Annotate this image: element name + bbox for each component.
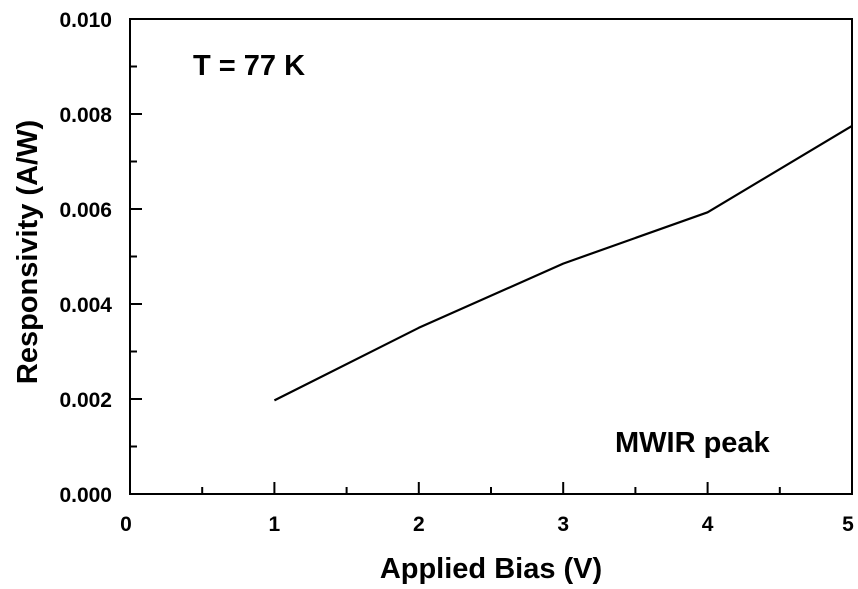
y-axis-title: Responsivity (A/W) xyxy=(12,120,44,384)
x-axis-tick-labels: 0 1 2 3 4 5 xyxy=(120,513,854,536)
annotation-mwir-peak: MWIR peak xyxy=(615,427,771,459)
y-axis-ticks xyxy=(130,18,142,495)
x-axis-title: Applied Bias (V) xyxy=(380,553,602,585)
y-tick-label: 0.002 xyxy=(59,389,112,412)
x-axis-ticks xyxy=(129,482,853,494)
plot-frame xyxy=(129,18,853,495)
series-line xyxy=(273,124,853,402)
y-tick-label: 0.000 xyxy=(59,484,112,507)
series-layer xyxy=(273,124,853,402)
x-tick-label: 2 xyxy=(413,513,425,536)
x-tick-label: 0 xyxy=(120,513,132,536)
x-tick-label: 5 xyxy=(842,513,854,536)
annotation-temperature: T = 77 K xyxy=(193,50,305,82)
y-tick-label: 0.006 xyxy=(59,199,112,222)
y-tick-label: 0.008 xyxy=(59,104,112,127)
x-tick-label: 4 xyxy=(702,513,714,536)
y-tick-label: 0.004 xyxy=(59,294,112,317)
x-tick-label: 1 xyxy=(269,513,281,536)
x-tick-label: 3 xyxy=(557,513,569,536)
y-axis-tick-labels: 0.000 0.002 0.004 0.006 0.008 0.010 xyxy=(59,9,112,507)
y-tick-label: 0.010 xyxy=(59,9,112,32)
